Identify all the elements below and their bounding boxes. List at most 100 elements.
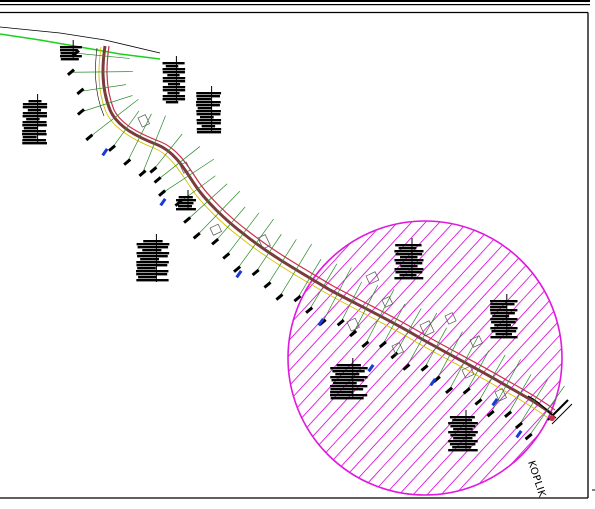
block-stroke: [490, 318, 518, 321]
block-stroke: [491, 321, 516, 324]
hatch-line: [455, 221, 562, 495]
block-stroke: [136, 264, 168, 267]
hatch-line: [315, 221, 562, 495]
station-label-mark: [275, 293, 284, 301]
block-stroke: [490, 336, 518, 339]
building-block: [196, 86, 222, 134]
station-tick: [365, 289, 395, 343]
block-stroke: [395, 244, 422, 247]
station-tick: [127, 113, 152, 161]
station-label-mark: [211, 237, 220, 246]
block-stroke: [490, 300, 518, 303]
block-stroke: [394, 268, 424, 271]
block-stroke: [333, 382, 357, 385]
block-stroke: [490, 306, 508, 309]
blue-marker: [159, 197, 167, 207]
zone-hatching: [0, 150, 562, 509]
hatch-line: [288, 221, 381, 495]
block-stroke: [450, 434, 476, 437]
station-label-mark: [153, 176, 162, 184]
hatch-line: [343, 221, 562, 495]
station-label-mark: [85, 133, 94, 142]
hatch-line: [301, 221, 562, 495]
station-label-mark: [192, 232, 201, 240]
station-tick: [82, 84, 126, 92]
block-stroke: [196, 113, 221, 116]
station-label-mark: [361, 340, 370, 349]
hatch-line: [0, 150, 282, 509]
building-block: [448, 410, 478, 452]
block-stroke: [448, 440, 478, 443]
block-stroke: [196, 122, 221, 125]
station-tick: [395, 308, 422, 354]
block-stroke: [162, 95, 186, 98]
station-tick: [529, 385, 565, 436]
station-label-mark: [349, 329, 358, 338]
hatch-line: [441, 221, 562, 495]
end-markers: [547, 399, 573, 425]
block-stroke: [136, 261, 169, 264]
station-tick: [407, 312, 438, 366]
hatch-line: [399, 221, 562, 495]
building-block: [330, 358, 368, 400]
block-stroke: [167, 92, 180, 95]
block-stroke: [450, 425, 476, 428]
block-stroke: [22, 136, 37, 139]
blue-marker: [235, 270, 243, 279]
station-label-mark: [378, 340, 387, 349]
station-tick: [437, 331, 463, 378]
hatch-line: [553, 221, 562, 495]
block-stroke: [177, 202, 194, 205]
approach-lines: [0, 26, 161, 60]
hatch-line: [288, 221, 339, 495]
block-stroke: [196, 98, 211, 101]
station-label-mark: [138, 169, 147, 178]
building-block: [394, 238, 424, 280]
block-stroke: [162, 62, 185, 65]
hatch-line: [357, 221, 562, 495]
block-stroke: [453, 428, 473, 431]
station-label-mark: [263, 281, 272, 289]
station-tick: [519, 379, 548, 424]
hatch-line: [288, 221, 535, 495]
hatch-line: [413, 221, 562, 495]
station-tick: [237, 218, 274, 268]
hatch-line: [483, 221, 562, 495]
annotation-boxes: [137, 114, 507, 402]
block-stroke: [176, 199, 196, 202]
hatch-line: [288, 221, 549, 495]
station-label-mark: [76, 108, 86, 116]
block-stroke: [332, 370, 365, 373]
annotation-box: [209, 223, 223, 236]
block-stroke: [142, 249, 162, 252]
hatch-line: [288, 221, 423, 495]
station-tick: [479, 354, 506, 401]
hatch-line: [0, 150, 58, 509]
block-stroke: [136, 273, 168, 276]
station-tick: [309, 263, 338, 309]
block-stroke: [162, 86, 186, 89]
station-tick: [383, 303, 406, 343]
block-stroke: [490, 309, 518, 312]
block-stroke: [330, 388, 364, 391]
annotation-box: [469, 335, 483, 348]
station-tick: [491, 359, 521, 413]
block-stroke: [196, 131, 222, 134]
block-stroke: [395, 262, 423, 265]
block-stroke: [330, 376, 368, 379]
hatch-line: [288, 221, 367, 495]
block-stroke: [196, 101, 221, 104]
block-stroke: [452, 446, 472, 449]
block-stroke: [330, 391, 354, 394]
station-label-mark: [158, 189, 167, 197]
block-stroke: [336, 364, 361, 367]
annotation-box: [346, 317, 360, 332]
block-stroke: [330, 394, 368, 397]
block-stroke: [27, 109, 42, 112]
block-stroke: [395, 253, 423, 256]
station-label-mark: [183, 216, 192, 224]
hatch-line: [288, 221, 437, 495]
block-stroke: [162, 89, 186, 92]
block-stroke: [138, 276, 157, 279]
